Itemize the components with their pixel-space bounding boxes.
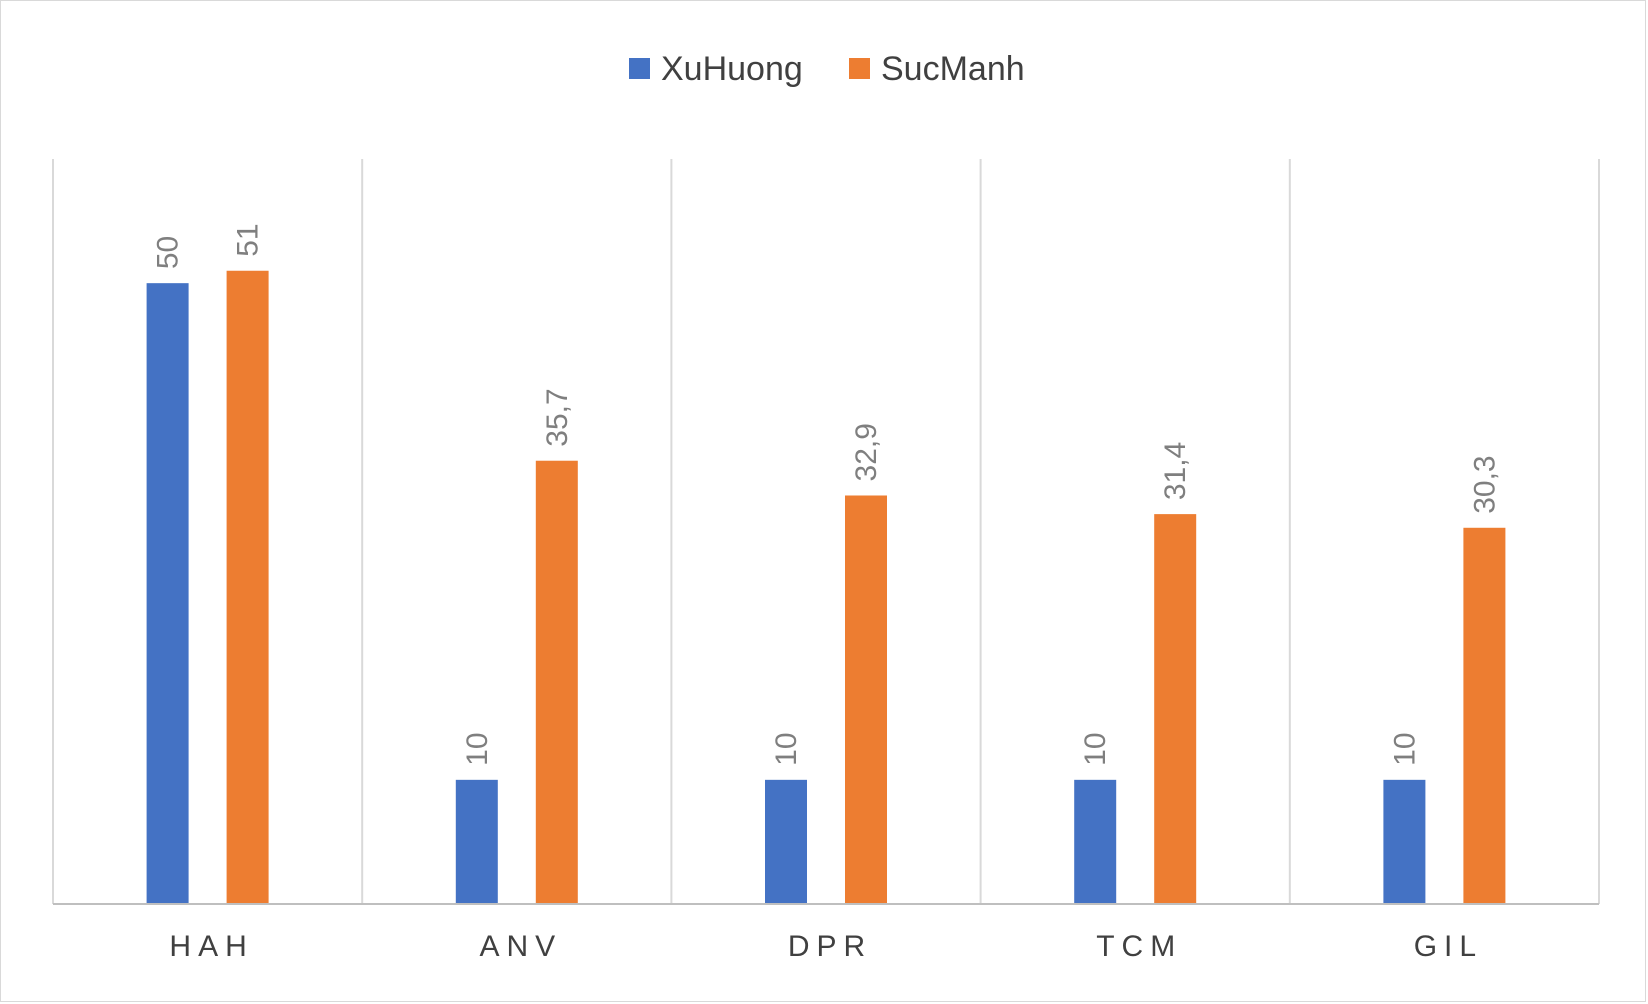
data-label: 10: [770, 732, 803, 765]
bar-xuhuong-gil: [1383, 779, 1426, 904]
bar-xuhuong-anv: [455, 779, 498, 904]
bar-xuhuong-hah: [146, 283, 189, 905]
legend-label: XuHuong: [661, 50, 803, 88]
legend-swatch: [629, 58, 650, 79]
data-label: 50: [152, 236, 185, 269]
bars: [146, 270, 1506, 905]
data-label: 32,9: [850, 423, 883, 481]
x-tick-label: ANV: [479, 930, 562, 963]
legend-item-sucmanh: SucManh: [849, 50, 1025, 88]
bar-sucmanh-gil: [1463, 527, 1506, 904]
bar-sucmanh-dpr: [845, 495, 887, 904]
x-tick-label: HAH: [169, 930, 253, 963]
data-label: 30,3: [1468, 455, 1501, 513]
category-gridlines: [52, 159, 1600, 904]
x-tick-label: GIL: [1414, 930, 1483, 963]
x-tick-label: DPR: [788, 930, 872, 963]
data-label: 10: [1388, 732, 1421, 765]
data-label: 51: [232, 223, 265, 256]
bar-sucmanh-anv: [535, 460, 578, 904]
bar-xuhuong-tcm: [1074, 779, 1117, 904]
data-label: 10: [1079, 732, 1112, 765]
data-label: 10: [461, 732, 494, 765]
x-tick-label: TCM: [1096, 930, 1182, 963]
data-label: 35,7: [541, 388, 574, 446]
legend-label: SucManh: [881, 50, 1025, 88]
data-labels: 50 51 10 35,7 10 32,9 10 31,4 10 30,3: [152, 223, 1502, 765]
bar-xuhuong-dpr: [765, 779, 807, 904]
x-axis: HAH ANV DPR TCM GIL: [53, 903, 1599, 963]
bar-sucmanh-hah: [226, 270, 269, 904]
legend: XuHuong SucManh: [629, 50, 1025, 88]
legend-swatch: [849, 58, 870, 79]
data-label: 31,4: [1159, 442, 1192, 500]
legend-item-xuhuong: XuHuong: [629, 50, 803, 88]
bar-sucmanh-tcm: [1154, 514, 1197, 904]
